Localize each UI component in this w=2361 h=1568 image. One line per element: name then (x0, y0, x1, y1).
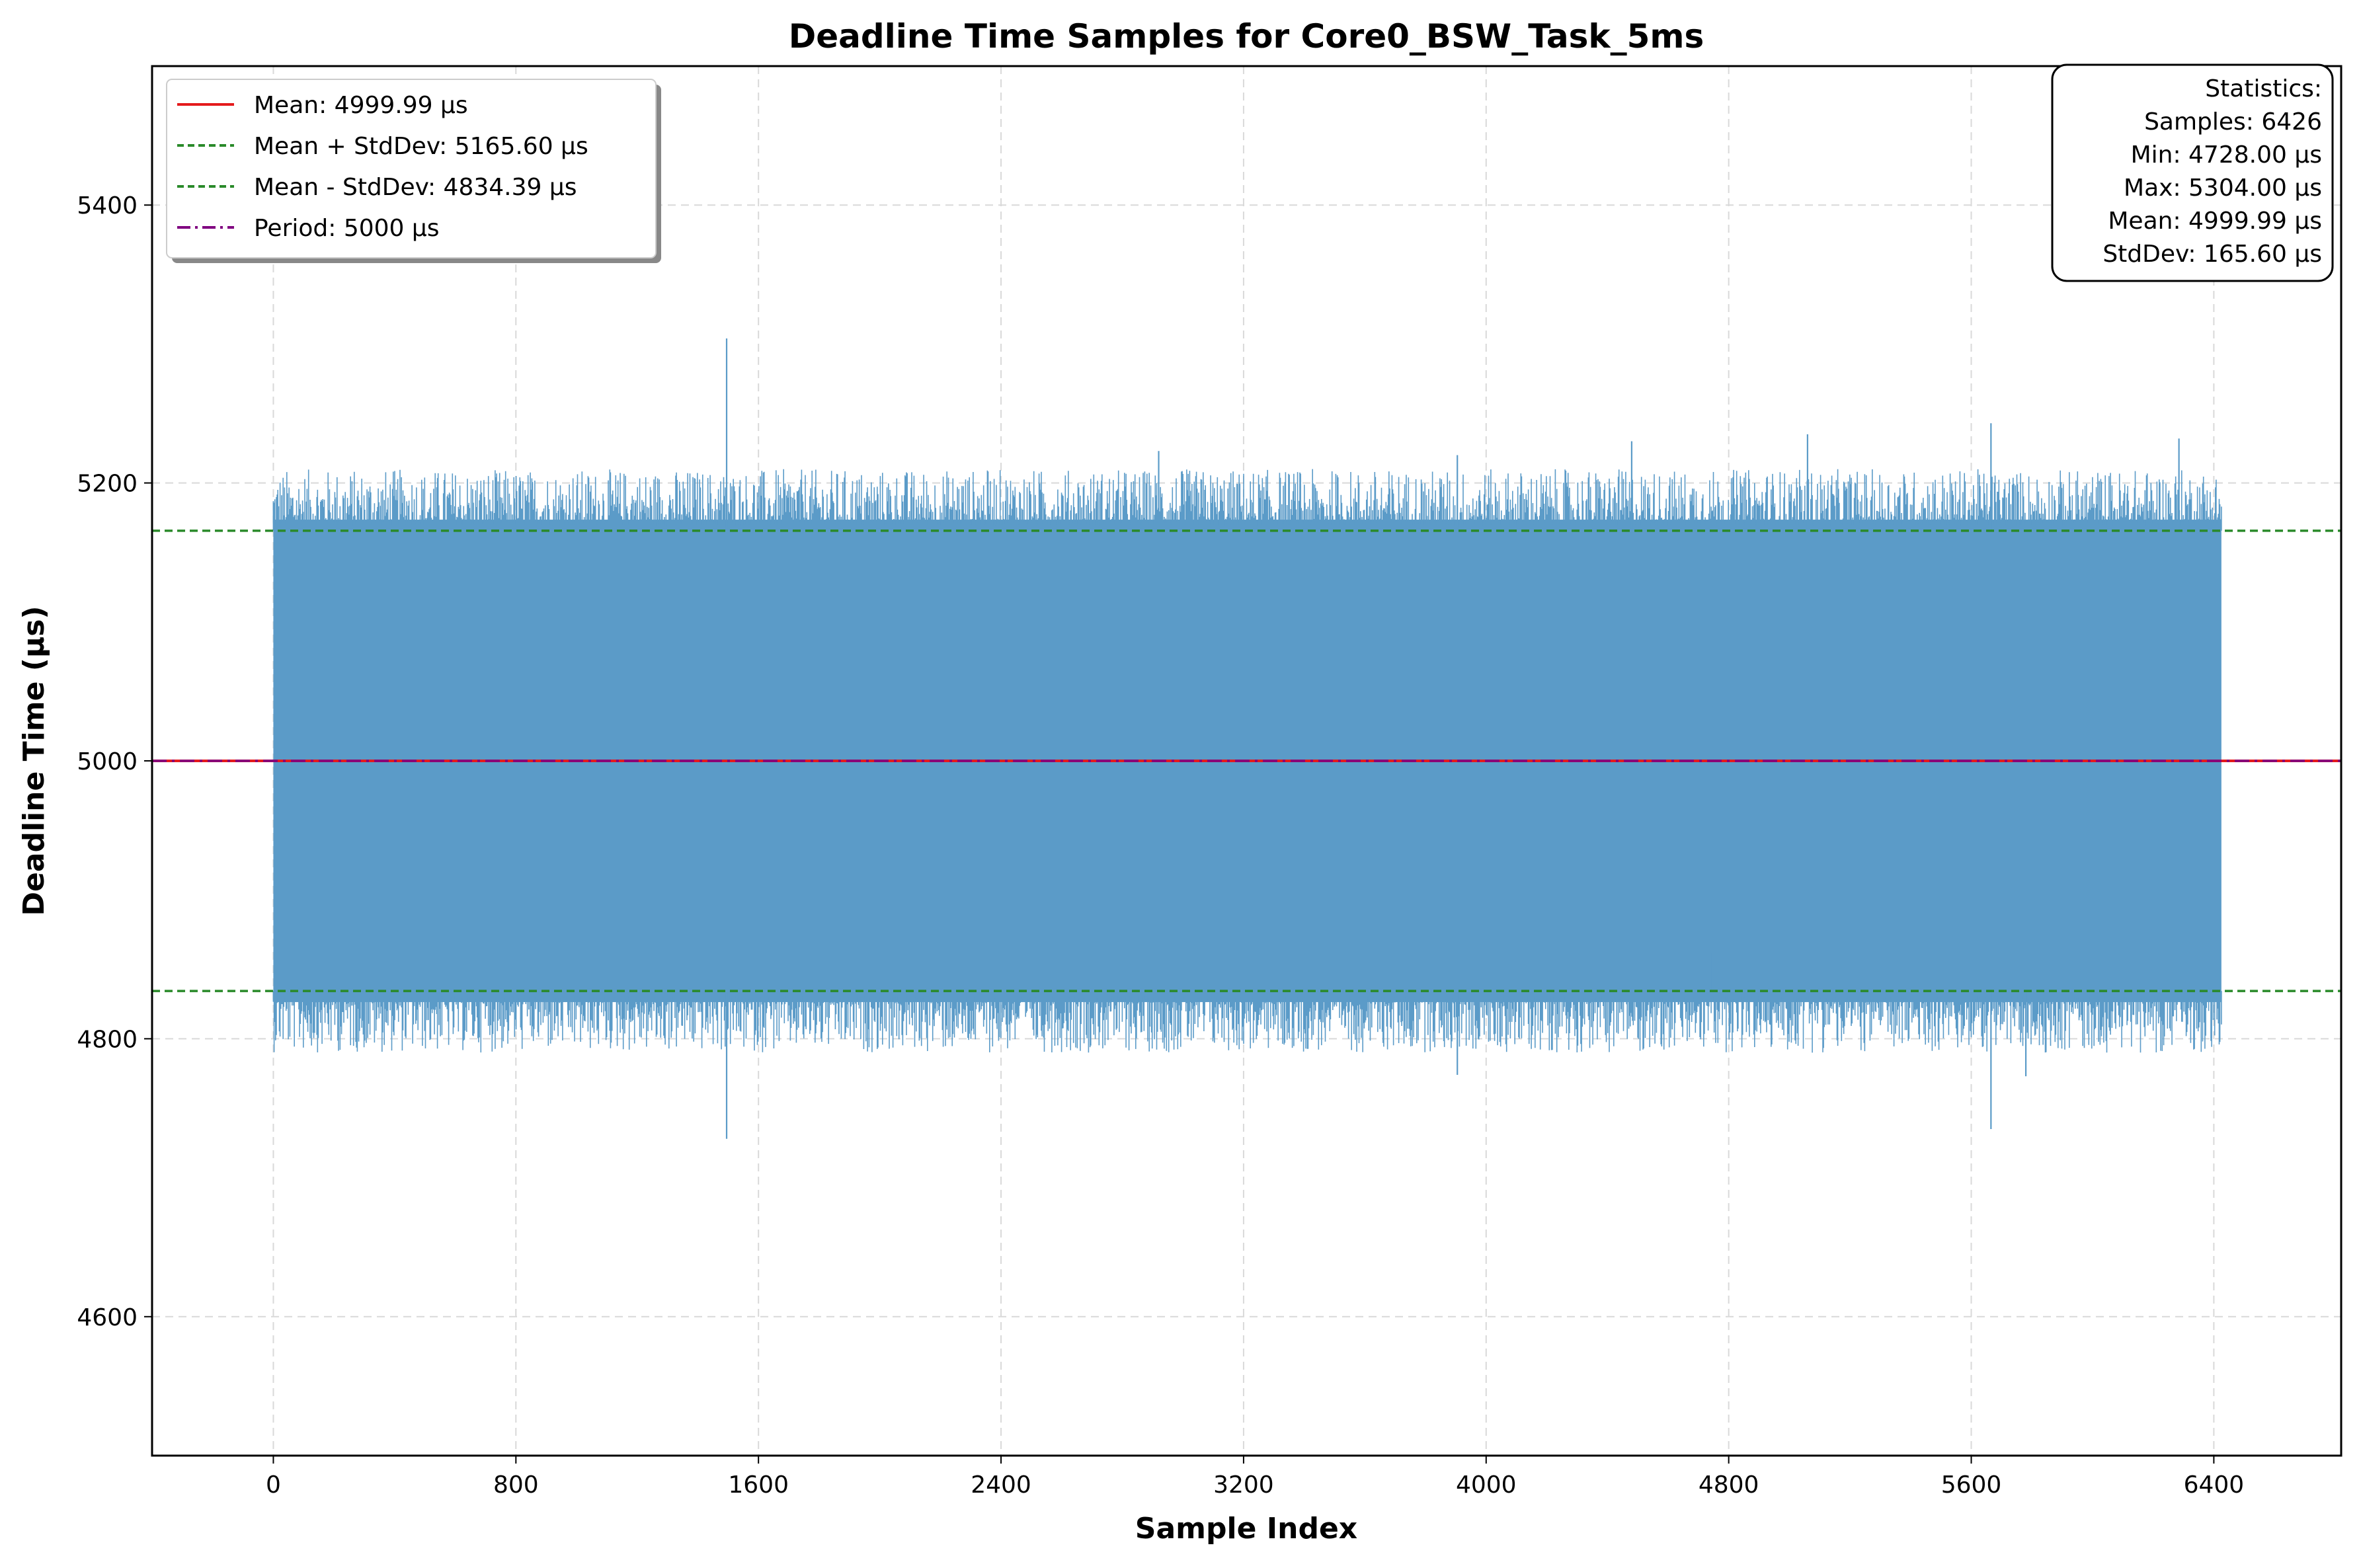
y-tick-label: 4800 (77, 1026, 138, 1053)
statistics-line: Max: 5304.00 µs (2124, 175, 2322, 202)
legend-entry-label: Mean - StdDev: 4834.39 µs (254, 174, 577, 201)
series-lower-fringe (272, 991, 2222, 1053)
ticks: 0 800 1600 2400 3200 4000 4800 5600 6400 4600 4800… (77, 192, 2244, 1499)
statistics-line: Min: 4728.00 µs (2131, 141, 2322, 169)
x-axis-label: Sample Index (1135, 1512, 1357, 1546)
y-tick-label: 5200 (77, 471, 138, 498)
statistics-line: StdDev: 165.60 µs (2102, 241, 2322, 268)
statistics-line: Statistics: (2205, 75, 2322, 102)
legend-entry-label: Mean + StdDev: 5165.60 µs (254, 133, 588, 160)
statistics-box: Statistics: Samples: 6426 Min: 4728.00 µs M… (2051, 63, 2334, 282)
chart-title: Deadline Time Samples for Core0_BSW_Task… (789, 17, 1704, 56)
y-tick-label: 5000 (77, 748, 138, 775)
legend-box (166, 79, 657, 258)
series-upper-fringe (272, 469, 2222, 531)
y-tick-label: 4600 (77, 1304, 138, 1331)
x-tick-label: 2400 (971, 1471, 1031, 1499)
x-tick-label: 5600 (1941, 1471, 2002, 1499)
y-tick-label: 5400 (77, 192, 138, 219)
statistics-line: Samples: 6426 (2144, 108, 2322, 136)
x-tick-label: 1600 (728, 1471, 789, 1499)
legend: Mean: 4999.99 µs Mean + StdDev: 5165.60 µ… (166, 79, 661, 263)
x-tick-label: 800 (493, 1471, 539, 1499)
statistics-line: Mean: 4999.99 µs (2108, 208, 2322, 235)
x-tick-label: 0 (266, 1471, 281, 1499)
y-axis-label: Deadline Time (µs) (17, 606, 51, 916)
x-tick-label: 6400 (2184, 1471, 2245, 1499)
reference-lines (152, 529, 2341, 992)
x-tick-label: 4800 (1699, 1471, 1759, 1499)
legend-entry-label: Period: 5000 µs (254, 215, 440, 242)
x-tick-label: 4000 (1456, 1471, 1517, 1499)
x-tick-label: 3200 (1213, 1471, 1274, 1499)
statistics-box-frame (2051, 63, 2334, 282)
legend-entry-label: Mean: 4999.99 µs (254, 92, 468, 119)
